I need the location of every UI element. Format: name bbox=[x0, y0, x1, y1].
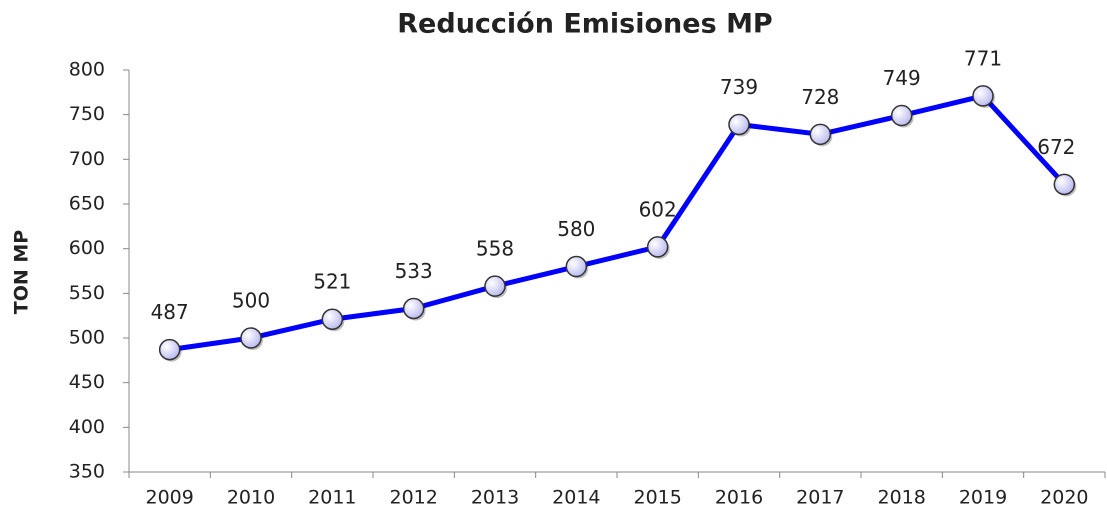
x-tick-label: 2010 bbox=[227, 487, 275, 509]
data-label: 672 bbox=[1037, 135, 1075, 159]
marker bbox=[240, 327, 262, 349]
marker bbox=[565, 255, 588, 278]
data-label: 487 bbox=[151, 300, 189, 324]
marker bbox=[1053, 173, 1076, 196]
y-tick-label: 450 bbox=[69, 371, 105, 393]
y-tick-label: 800 bbox=[69, 59, 105, 81]
x-tick-label: 2009 bbox=[145, 487, 193, 509]
marker bbox=[809, 123, 832, 146]
x-tick-label: 2018 bbox=[877, 487, 925, 509]
data-label: 771 bbox=[964, 46, 1002, 70]
y-tick-label: 500 bbox=[69, 327, 105, 349]
x-tick-label: 2017 bbox=[796, 487, 844, 509]
y-tick-label: 550 bbox=[69, 282, 105, 304]
x-tick-label: 2011 bbox=[308, 487, 356, 509]
x-tick-label: 2020 bbox=[1040, 487, 1088, 509]
y-tick-label: 600 bbox=[69, 237, 105, 259]
x-tick-label: 2015 bbox=[633, 487, 681, 509]
line bbox=[169, 93, 1067, 353]
data-label: 739 bbox=[720, 75, 758, 99]
data-label: 500 bbox=[232, 289, 270, 313]
data-label: 521 bbox=[313, 270, 351, 294]
marker bbox=[646, 236, 669, 258]
data-label: 602 bbox=[639, 197, 677, 221]
x-tick-label: 2016 bbox=[715, 487, 763, 509]
marker bbox=[321, 308, 344, 330]
marker bbox=[402, 297, 425, 320]
x-tick-label: 2013 bbox=[471, 487, 519, 509]
x-tick-label: 2019 bbox=[959, 487, 1007, 509]
y-tick-label: 350 bbox=[69, 461, 105, 483]
x-tick-label: 2014 bbox=[552, 487, 600, 509]
data-label: 749 bbox=[883, 66, 921, 90]
marker bbox=[484, 275, 506, 297]
data-label: 728 bbox=[801, 85, 839, 109]
data-label: 580 bbox=[557, 217, 595, 241]
y-tick-label: 750 bbox=[69, 103, 105, 125]
data-label: 533 bbox=[395, 259, 433, 283]
y-axis-label: TON MP bbox=[11, 230, 33, 315]
x-tick-label: 2012 bbox=[389, 487, 437, 509]
marker bbox=[890, 104, 913, 127]
chart-title: Reducción Emisiones MP bbox=[397, 9, 772, 40]
marker bbox=[972, 85, 994, 107]
data-label: 558 bbox=[476, 237, 514, 261]
y-tick-label: 700 bbox=[69, 148, 105, 170]
marker bbox=[158, 338, 181, 361]
y-tick-label: 400 bbox=[69, 416, 105, 438]
y-tick-label: 650 bbox=[69, 193, 105, 215]
marker bbox=[728, 113, 750, 136]
